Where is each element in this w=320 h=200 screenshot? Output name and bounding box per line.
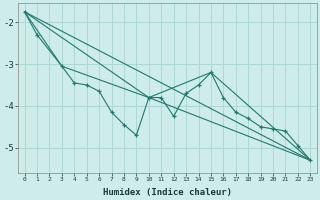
X-axis label: Humidex (Indice chaleur): Humidex (Indice chaleur)	[103, 188, 232, 197]
